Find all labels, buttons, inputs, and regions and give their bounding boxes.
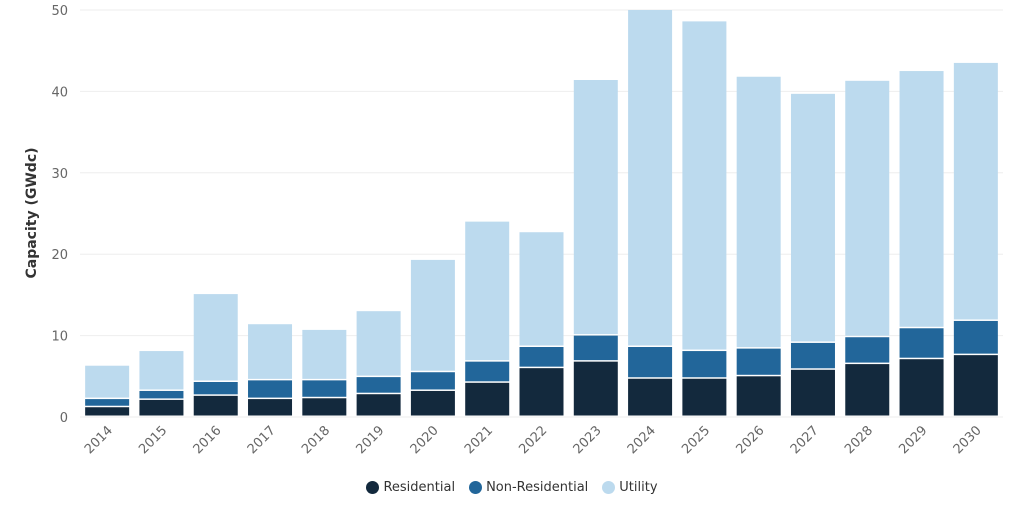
bar-segment-non-residential-2022 bbox=[519, 346, 564, 367]
legend-item[interactable]: Non-Residential bbox=[469, 480, 588, 495]
x-tick-label: 2019 bbox=[353, 423, 387, 457]
legend: Residential Non-Residential Utility bbox=[0, 480, 1024, 495]
bar-segment-non-residential-2030 bbox=[953, 320, 998, 354]
bar-segment-non-residential-2021 bbox=[465, 361, 510, 382]
bar-segment-residential-2023 bbox=[573, 361, 618, 416]
bar-segment-residential-2020 bbox=[410, 390, 455, 416]
bar-segment-residential-2022 bbox=[519, 368, 564, 416]
x-tick-label: 2023 bbox=[571, 423, 605, 457]
bar-segment-non-residential-2027 bbox=[790, 342, 835, 369]
bar-segment-utility-2024 bbox=[628, 10, 673, 346]
bar-segment-residential-2026 bbox=[736, 376, 781, 416]
bar-segment-non-residential-2016 bbox=[193, 381, 238, 395]
bar-segment-utility-2016 bbox=[193, 294, 238, 381]
bar-segment-non-residential-2015 bbox=[139, 390, 184, 399]
bar-segment-utility-2025 bbox=[682, 21, 727, 350]
bar-segment-non-residential-2023 bbox=[573, 335, 618, 361]
x-tick-label: 2024 bbox=[625, 423, 659, 457]
y-tick-label: 20 bbox=[51, 248, 68, 263]
bar-segment-utility-2014 bbox=[85, 365, 130, 398]
bar-segment-residential-2016 bbox=[193, 395, 238, 416]
bar-segment-residential-2027 bbox=[790, 369, 835, 416]
x-tick-label: 2020 bbox=[408, 423, 442, 457]
x-tick-label: 2017 bbox=[245, 423, 279, 457]
bar-segment-utility-2015 bbox=[139, 351, 184, 390]
bar-segment-residential-2021 bbox=[465, 382, 510, 416]
bar-segment-utility-2027 bbox=[790, 93, 835, 342]
bar-segment-utility-2019 bbox=[356, 311, 401, 376]
x-tick-label: 2028 bbox=[842, 423, 876, 457]
bar-segment-utility-2021 bbox=[465, 221, 510, 361]
bar-segment-utility-2020 bbox=[410, 259, 455, 371]
bar-segment-utility-2028 bbox=[845, 80, 890, 336]
bar-segment-non-residential-2029 bbox=[899, 328, 944, 358]
x-tick-label: 2015 bbox=[136, 423, 170, 457]
bar-segment-residential-2015 bbox=[139, 399, 184, 416]
legend-item[interactable]: Residential bbox=[366, 480, 455, 495]
x-tick-label: 2029 bbox=[896, 423, 930, 457]
bar-segment-utility-2018 bbox=[302, 329, 347, 379]
bar-segment-residential-2017 bbox=[248, 399, 293, 416]
y-tick-label: 40 bbox=[51, 85, 68, 100]
bar-segment-non-residential-2020 bbox=[410, 372, 455, 390]
bar-segment-residential-2018 bbox=[302, 398, 347, 416]
x-tick-label: 2027 bbox=[788, 423, 822, 457]
y-tick-label: 0 bbox=[60, 411, 68, 426]
bar-segment-utility-2026 bbox=[736, 76, 781, 348]
bar-segment-non-residential-2019 bbox=[356, 377, 401, 393]
bar-segment-residential-2019 bbox=[356, 394, 401, 416]
x-tick-label: 2021 bbox=[462, 423, 496, 457]
y-tick-label: 10 bbox=[51, 330, 68, 345]
bar-segment-non-residential-2017 bbox=[248, 380, 293, 398]
bar-segment-non-residential-2014 bbox=[85, 399, 130, 406]
x-tick-label: 2022 bbox=[516, 423, 550, 457]
bar-segment-non-residential-2025 bbox=[682, 351, 727, 378]
x-tick-label: 2014 bbox=[82, 423, 116, 457]
bar-segment-utility-2029 bbox=[899, 71, 944, 327]
bar-segment-non-residential-2026 bbox=[736, 348, 781, 375]
bar-segment-residential-2028 bbox=[845, 364, 890, 416]
x-tick-label: 2030 bbox=[951, 423, 985, 457]
y-tick-label: 30 bbox=[51, 167, 68, 182]
bar-segment-non-residential-2018 bbox=[302, 380, 347, 397]
legend-swatch bbox=[469, 481, 483, 494]
legend-swatch bbox=[366, 481, 380, 494]
legend-label: Residential bbox=[383, 480, 456, 495]
bar-segment-residential-2014 bbox=[85, 407, 130, 416]
bar-segment-utility-2030 bbox=[953, 62, 998, 320]
legend-item[interactable]: Utility bbox=[602, 480, 658, 495]
x-tick-label: 2018 bbox=[299, 423, 333, 457]
bar-segment-utility-2023 bbox=[573, 80, 618, 335]
y-axis-title: Capacity (GWdc) bbox=[24, 147, 40, 278]
bar-segment-non-residential-2024 bbox=[628, 346, 673, 378]
bar-segment-residential-2030 bbox=[953, 355, 998, 416]
bar-segment-utility-2022 bbox=[519, 232, 564, 346]
x-tick-label: 2025 bbox=[679, 423, 713, 457]
x-tick-label: 2026 bbox=[733, 423, 767, 457]
legend-label: Utility bbox=[619, 480, 658, 495]
bar-segment-non-residential-2028 bbox=[845, 337, 890, 363]
legend-label: Non-Residential bbox=[486, 480, 589, 495]
bar-segment-residential-2024 bbox=[628, 378, 673, 416]
x-tick-label: 2016 bbox=[191, 423, 225, 457]
y-tick-label: 50 bbox=[51, 4, 68, 19]
bar-segment-utility-2017 bbox=[248, 324, 293, 379]
bar-segment-residential-2025 bbox=[682, 378, 727, 416]
bar-segment-residential-2029 bbox=[899, 359, 944, 416]
legend-swatch bbox=[602, 481, 616, 494]
